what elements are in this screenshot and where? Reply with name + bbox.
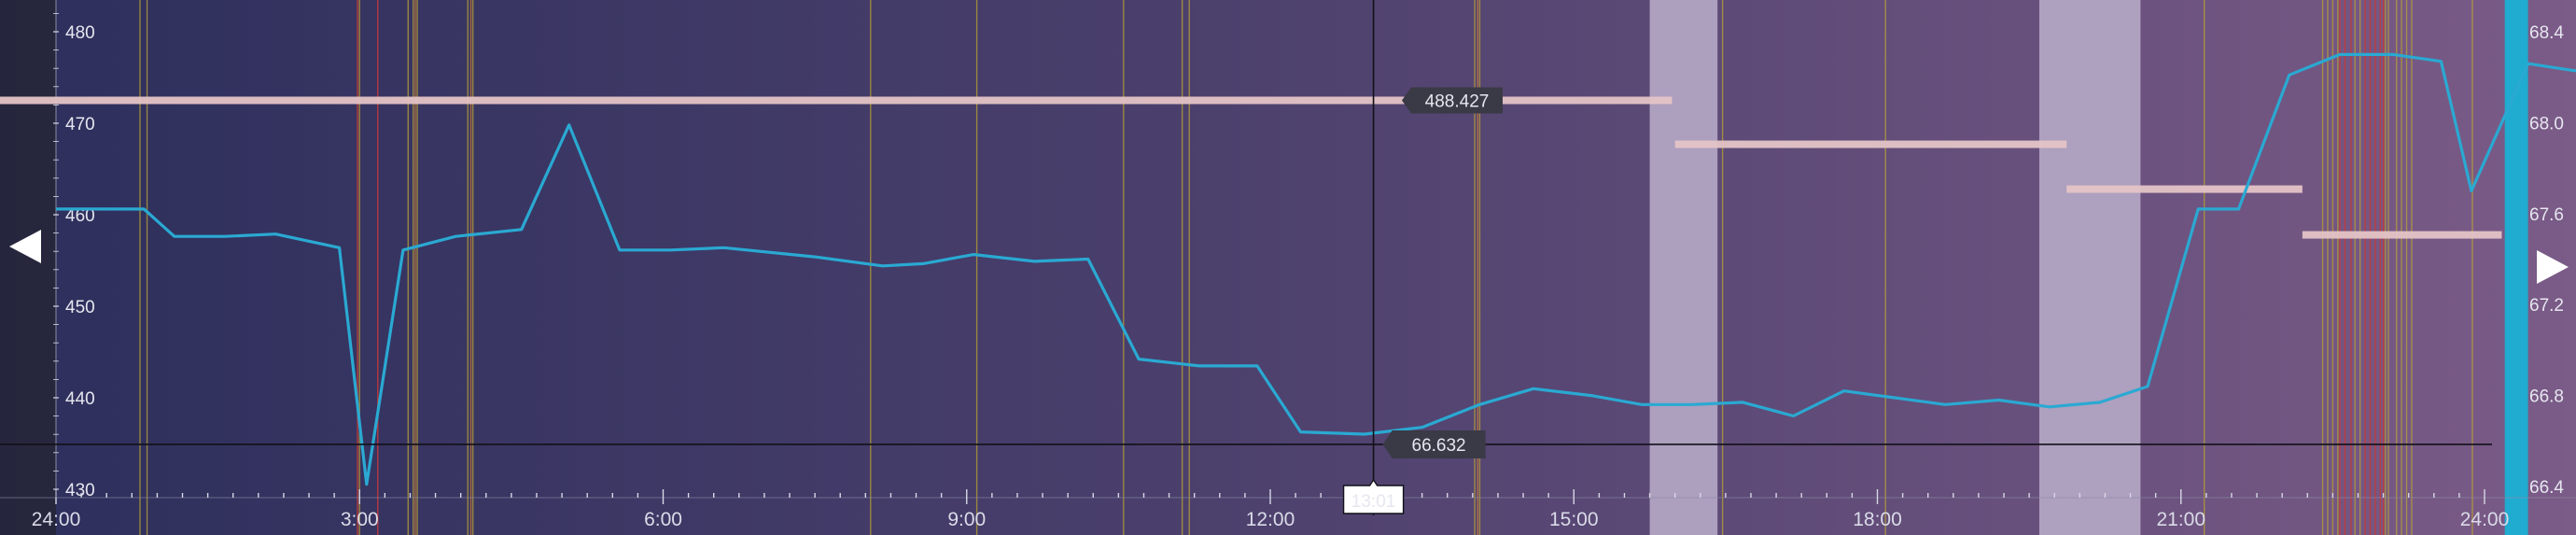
highlight-band: [2038, 0, 2141, 535]
x-tick-label: 18:00: [1853, 509, 1902, 530]
level-line: [2302, 231, 2502, 239]
y-left-tick-label: 450: [65, 298, 95, 317]
level-value-label: 488.427: [1425, 92, 1490, 112]
x-tick-label: 12:00: [1246, 509, 1295, 530]
crosshair-y-badge: [1382, 429, 1486, 458]
right-arrow-icon[interactable]: [2537, 250, 2569, 284]
x-tick-label: 9:00: [947, 509, 986, 530]
crosshair-x-label: 13:01: [1351, 492, 1396, 512]
y-right-tick-label: 68.0: [2529, 114, 2564, 134]
next-arrow-button[interactable]: [2537, 250, 2569, 284]
crosshair-x-badge: [1342, 478, 1405, 514]
x-tick-label: 24:00: [32, 509, 81, 530]
y-left-tick-label: 430: [65, 481, 95, 500]
y-left-tick-label: 480: [65, 23, 95, 43]
y-right-tick-label: 67.6: [2529, 205, 2564, 225]
left-axis-panel: [0, 0, 56, 535]
highlight-band: [2504, 0, 2528, 535]
level-line: [0, 96, 1673, 105]
x-tick-label: 24:00: [2460, 509, 2510, 530]
level-value-badge: [1402, 87, 1503, 114]
y-right-tick-label: 66.8: [2529, 387, 2564, 407]
prev-arrow-button[interactable]: [9, 230, 41, 263]
left-arrow-icon[interactable]: [9, 230, 41, 263]
y-right-tick-label: 66.4: [2529, 478, 2564, 498]
y-left-tick-label: 470: [65, 115, 95, 134]
x-tick-label: 15:00: [1549, 509, 1599, 530]
y-right-tick-label: 67.2: [2529, 296, 2564, 316]
x-tick-label: 3:00: [341, 509, 379, 530]
y-left-tick-label: 440: [65, 389, 95, 409]
y-right-tick-label: 68.4: [2529, 23, 2564, 43]
x-tick-label: 6:00: [644, 509, 682, 530]
y-left-tick-label: 460: [65, 206, 95, 226]
level-line: [2066, 185, 2303, 193]
crosshair-y-label: 66.632: [1412, 436, 1466, 456]
highlight-band: [1649, 0, 1718, 535]
x-tick-label: 21:00: [2156, 509, 2205, 530]
level-line: [1674, 140, 2067, 148]
